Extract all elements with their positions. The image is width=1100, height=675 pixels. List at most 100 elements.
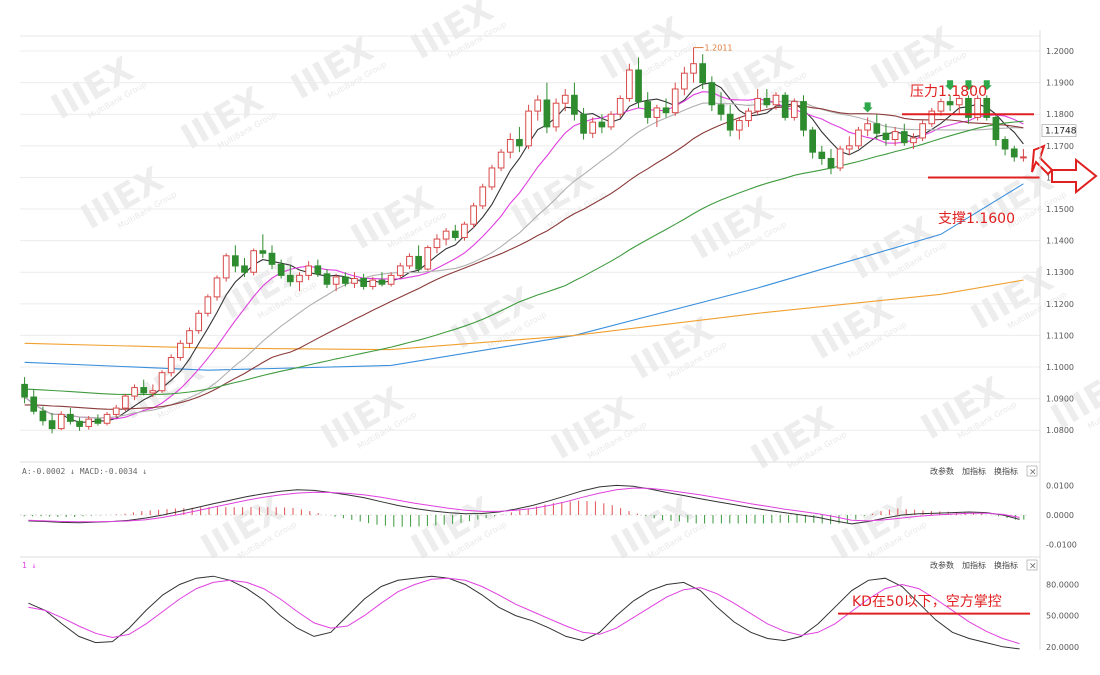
last-price-label: 1.1748 bbox=[1045, 127, 1077, 137]
candle-up bbox=[150, 391, 156, 393]
candle-up bbox=[590, 122, 596, 133]
candle-down bbox=[342, 277, 348, 283]
macd-y-tick-label: 0.0000 bbox=[1046, 511, 1074, 520]
macd-y-tick-label: 0.0100 bbox=[1046, 481, 1074, 490]
candle-up bbox=[920, 124, 926, 138]
candle-down bbox=[819, 152, 825, 158]
kd-switch-indicator-button[interactable]: 换指标 bbox=[994, 560, 1018, 570]
signal-arrow-icon bbox=[863, 102, 873, 112]
candle-up bbox=[682, 73, 688, 89]
candle-up bbox=[553, 103, 559, 127]
candle-down bbox=[645, 102, 651, 118]
candle-up bbox=[333, 277, 339, 284]
candle-down bbox=[77, 421, 83, 426]
candle-down bbox=[636, 70, 642, 102]
candle-down bbox=[141, 388, 147, 393]
candle-up bbox=[691, 64, 697, 73]
candle-down bbox=[599, 122, 605, 127]
candle-down bbox=[416, 256, 422, 269]
kd-d-line bbox=[28, 578, 1019, 644]
candle-up bbox=[370, 280, 376, 286]
candle-up bbox=[746, 111, 752, 120]
candle-up bbox=[562, 95, 568, 103]
price-y-axis: 1.20001.19001.18001.17001.16001.15001.14… bbox=[1046, 47, 1074, 435]
candle-down bbox=[269, 253, 275, 264]
candle-up bbox=[462, 224, 468, 237]
candle-up bbox=[407, 256, 413, 265]
high-marker-label: 1.2011 bbox=[705, 44, 733, 53]
candle-down bbox=[581, 114, 587, 133]
kd-panel: 1 ↓ 改参数 加指标 换指标 × 80.000050.000020.0000 … bbox=[20, 557, 1079, 652]
candle-up bbox=[159, 373, 165, 391]
candle-down bbox=[233, 256, 239, 266]
candle-up bbox=[297, 275, 303, 281]
price-y-tick-label: 1.1000 bbox=[1046, 363, 1074, 372]
macd-header: A:-0.0002 ↓ MACD:-0.0034 ↓ bbox=[22, 467, 147, 476]
price-y-tick-label: 1.1500 bbox=[1046, 205, 1074, 214]
candle-down bbox=[31, 397, 37, 411]
candle-down bbox=[452, 231, 458, 237]
price-y-tick-label: 1.2000 bbox=[1046, 47, 1074, 56]
candle-up bbox=[388, 275, 394, 284]
candle-down bbox=[361, 279, 367, 287]
candle-down bbox=[260, 251, 266, 254]
kd-close-icon[interactable]: × bbox=[1029, 562, 1037, 572]
macd-y-axis: 0.0100 0.0000 -0.0100 bbox=[20, 481, 1077, 549]
resistance-label: 压力1.1800 bbox=[910, 84, 987, 100]
candle-up bbox=[434, 239, 440, 248]
price-y-tick-label: 1.1200 bbox=[1046, 300, 1074, 309]
candle-up bbox=[755, 98, 761, 111]
candle-down bbox=[40, 411, 46, 420]
macd-switch-indicator-button[interactable]: 换指标 bbox=[994, 466, 1018, 476]
candle-up bbox=[791, 102, 797, 118]
candle-up bbox=[104, 414, 110, 423]
kd-k-line bbox=[28, 576, 1019, 649]
candle-down bbox=[1011, 149, 1017, 157]
candle-down bbox=[572, 95, 578, 114]
kd-edit-params-button[interactable]: 改参数 bbox=[930, 560, 954, 570]
right-arrow-icon bbox=[1052, 160, 1096, 192]
candle-down bbox=[874, 124, 880, 133]
candle-down bbox=[782, 95, 788, 117]
candle-down bbox=[68, 414, 74, 421]
price-y-tick-label: 1.1100 bbox=[1046, 331, 1074, 340]
macd-close-icon[interactable]: × bbox=[1029, 468, 1037, 478]
candle-up bbox=[773, 95, 779, 104]
candle-up bbox=[168, 358, 174, 373]
candle-down bbox=[287, 275, 293, 281]
kd-y-tick-label: 20.0000 bbox=[1046, 643, 1079, 652]
macd-y-tick-label: -0.0100 bbox=[1046, 541, 1077, 550]
candle-up bbox=[425, 248, 431, 269]
candle-down bbox=[828, 158, 834, 167]
candle-up bbox=[535, 100, 541, 111]
macd-toolbar: 改参数 加指标 换指标 × bbox=[930, 466, 1037, 478]
price-y-tick-label: 1.1900 bbox=[1046, 79, 1074, 88]
candle-down bbox=[544, 100, 550, 127]
price-y-tick-label: 1.1400 bbox=[1046, 237, 1074, 246]
candle-up bbox=[856, 130, 862, 146]
candle-up bbox=[865, 124, 871, 130]
candle-up bbox=[507, 140, 513, 153]
candle-up bbox=[306, 266, 312, 275]
candle-down bbox=[764, 98, 770, 104]
candle-up bbox=[489, 168, 495, 187]
price-y-tick-label: 1.0900 bbox=[1046, 395, 1074, 404]
candle-down bbox=[901, 132, 907, 143]
candle-up bbox=[178, 343, 184, 357]
candle-down bbox=[324, 274, 330, 284]
macd-edit-params-button[interactable]: 改参数 bbox=[930, 466, 954, 476]
candle-down bbox=[1002, 140, 1008, 149]
candle-up bbox=[737, 121, 743, 130]
kd-add-indicator-button[interactable]: 加指标 bbox=[962, 560, 986, 570]
macd-add-indicator-button[interactable]: 加指标 bbox=[962, 466, 986, 476]
candle-up bbox=[397, 266, 403, 275]
candle-down bbox=[242, 266, 248, 272]
candle-up bbox=[58, 414, 64, 428]
candle-up bbox=[526, 111, 532, 146]
candle-up bbox=[672, 89, 678, 113]
candle-up bbox=[443, 231, 449, 239]
candle-down bbox=[49, 421, 55, 429]
